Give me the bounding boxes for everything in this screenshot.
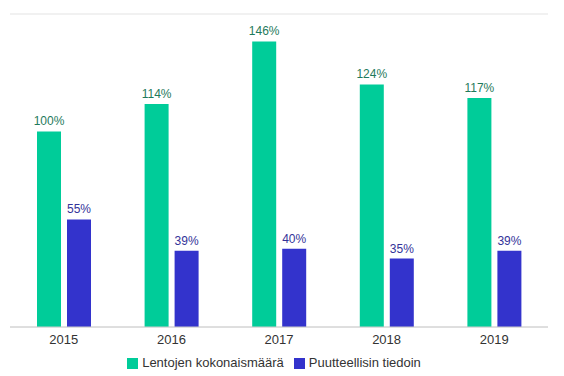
svg-text:2016: 2016 [157,332,186,347]
svg-text:114%: 114% [142,87,172,101]
svg-text:2017: 2017 [265,332,294,347]
html-text:Puutteellisin tiedoin: Puutteellisin tiedoin [308,355,421,370]
svg-text:2015: 2015 [49,332,78,347]
svg-text:39%: 39% [175,234,199,248]
svg-text:35%: 35% [390,242,414,256]
svg-text:39%: 39% [497,234,521,248]
svg-text:117%: 117% [464,81,494,95]
svg-text:124%: 124% [356,67,387,81]
svg-text:55%: 55% [67,202,91,216]
html-text:Lentojen kokonaismäärä: Lentojen kokonaismäärä [142,355,284,370]
svg-text:2019: 2019 [480,332,509,347]
svg-text:40%: 40% [282,232,306,246]
svg-text:2018: 2018 [372,332,401,347]
svg-text:146%: 146% [249,24,280,38]
svg-text:100%: 100% [34,114,65,128]
